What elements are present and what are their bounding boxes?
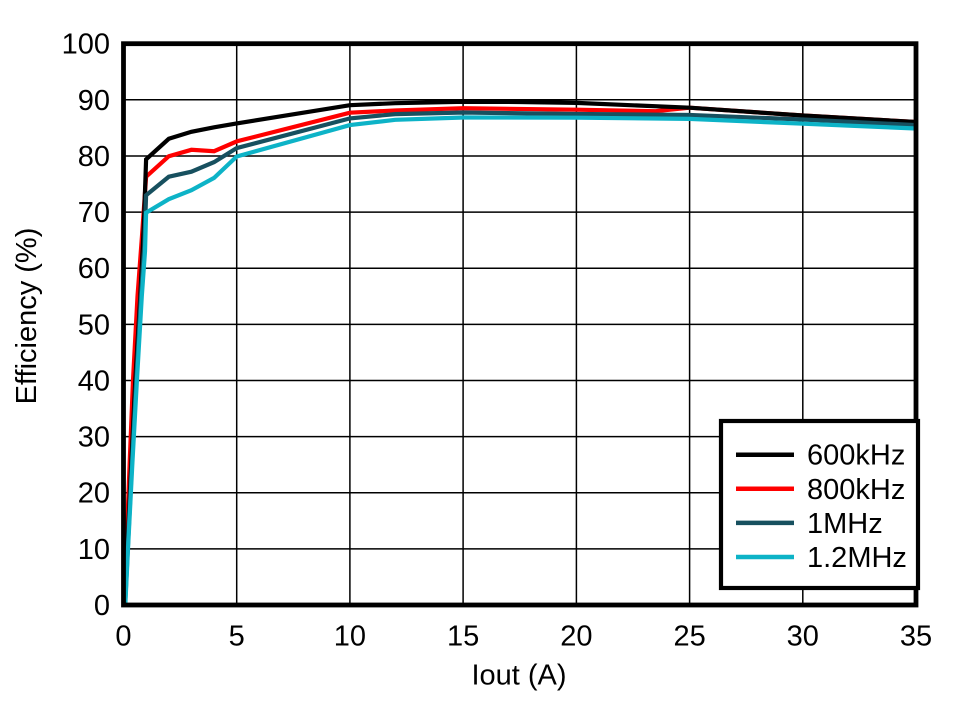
svg-text:15: 15 (447, 621, 479, 653)
svg-text:100: 100 (62, 29, 110, 61)
svg-text:0: 0 (94, 590, 110, 622)
svg-text:Iout (A): Iout (A) (471, 660, 566, 692)
svg-text:1MHz: 1MHz (807, 508, 883, 540)
svg-text:10: 10 (334, 621, 366, 653)
svg-text:Efficiency (%): Efficiency (%) (11, 228, 43, 405)
svg-text:60: 60 (78, 253, 110, 285)
svg-text:20: 20 (78, 478, 110, 510)
svg-text:40: 40 (78, 366, 110, 398)
svg-text:25: 25 (673, 621, 705, 653)
svg-text:10: 10 (78, 534, 110, 566)
svg-text:1.2MHz: 1.2MHz (807, 542, 907, 574)
svg-text:70: 70 (78, 197, 110, 229)
svg-text:600kHz: 600kHz (807, 440, 905, 472)
svg-text:50: 50 (78, 309, 110, 341)
svg-text:20: 20 (560, 621, 592, 653)
svg-text:30: 30 (787, 621, 819, 653)
svg-text:80: 80 (78, 141, 110, 173)
svg-text:5: 5 (229, 621, 245, 653)
svg-text:90: 90 (78, 85, 110, 117)
svg-text:30: 30 (78, 422, 110, 454)
svg-text:35: 35 (900, 621, 932, 653)
svg-text:0: 0 (115, 621, 131, 653)
svg-text:800kHz: 800kHz (807, 474, 905, 506)
